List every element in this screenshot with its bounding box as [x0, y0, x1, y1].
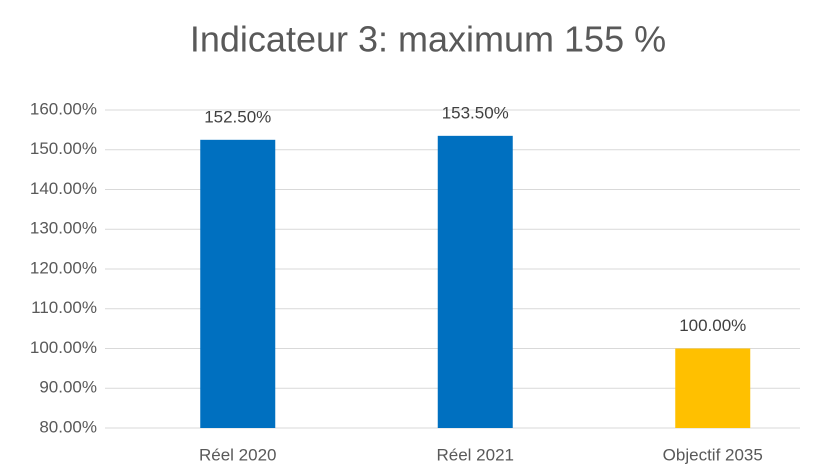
y-tick-label: 100.00% — [30, 338, 97, 357]
bar — [675, 348, 751, 428]
y-tick-label: 120.00% — [30, 258, 97, 277]
bar — [437, 135, 513, 428]
y-tick-label: 110.00% — [31, 298, 97, 317]
x-tick-label: Réel 2020 — [199, 445, 277, 464]
y-tick-label: 130.00% — [30, 219, 97, 238]
bar — [200, 139, 276, 428]
chart-title: Indicateur 3: maximum 155 % — [190, 19, 666, 60]
y-tick-label: 160.00% — [30, 99, 97, 118]
x-tick-label: Objectif 2035 — [663, 445, 763, 464]
y-tick-label: 140.00% — [30, 179, 97, 198]
value-label: 152.50% — [204, 107, 271, 126]
value-label: 153.50% — [442, 103, 509, 122]
y-tick-label: 90.00% — [39, 378, 97, 397]
y-tick-label: 80.00% — [39, 417, 97, 436]
value-label: 100.00% — [679, 316, 746, 335]
y-tick-label: 150.00% — [30, 139, 97, 158]
x-tick-label: Réel 2021 — [436, 445, 514, 464]
